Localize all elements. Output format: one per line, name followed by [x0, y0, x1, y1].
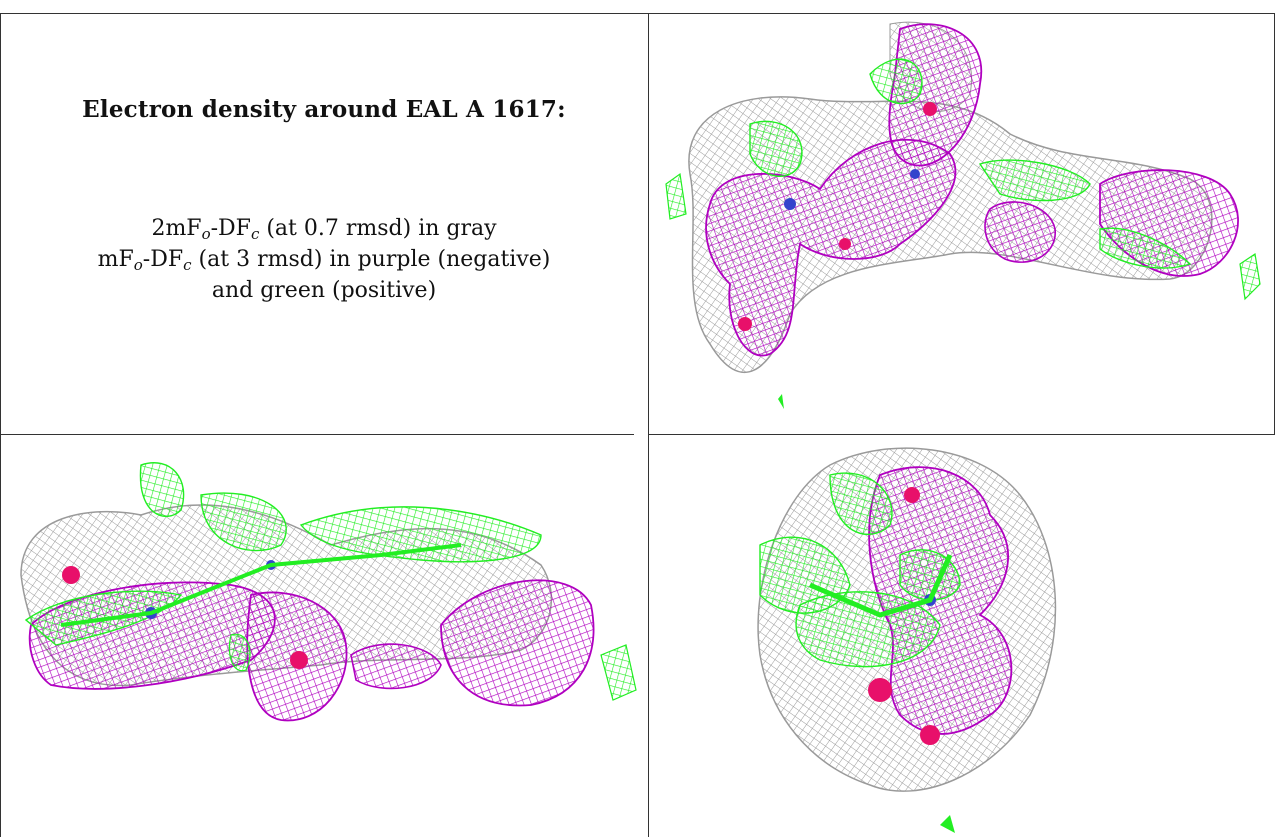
- density-view-bottom-left: [1, 435, 647, 837]
- green-mesh: [665, 58, 1261, 409]
- atom-sticks: [60, 543, 462, 669]
- density-image-top-right: [665, 21, 1261, 409]
- middle-rule-right: [648, 434, 1275, 435]
- left-rule: [0, 13, 1, 837]
- legend-line-positive: and green (positive): [211, 278, 437, 303]
- density-image-bottom-left: [20, 462, 637, 722]
- legend-title: Electron density around EAL A 1617:: [82, 96, 566, 123]
- density-view-bottom-right: [650, 435, 1274, 837]
- density-image-bottom-right: [757, 447, 1057, 833]
- middle-rule-left: [0, 434, 634, 435]
- legend-line-gray: 2mFo-DFc (at 0.7 rmsd) in gray: [151, 216, 497, 243]
- center-rule: [648, 13, 649, 837]
- legend-line-difference: mFo-DFc (at 3 rmsd) in purple (negative): [97, 247, 551, 274]
- atom-sticks: [738, 102, 937, 331]
- green-mesh: [24, 462, 637, 701]
- legend-cell: Electron density around EAL A 1617: 2mFo…: [0, 0, 648, 434]
- atom-sticks: [809, 487, 953, 745]
- legend-description: 2mFo-DFc (at 0.7 rmsd) in gray mFo-DFc (…: [0, 213, 648, 306]
- top-rule: [0, 13, 1275, 14]
- density-view-top-right: [650, 14, 1274, 434]
